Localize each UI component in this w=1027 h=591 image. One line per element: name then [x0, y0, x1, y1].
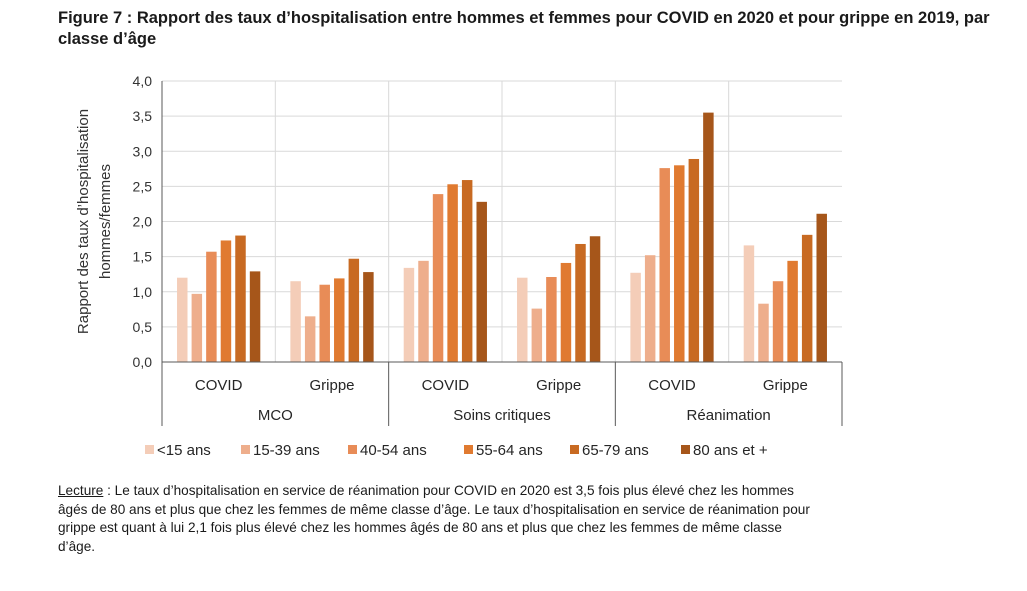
legend-swatch	[464, 445, 473, 454]
legend-swatch	[348, 445, 357, 454]
x-group-label: Soins critiques	[453, 407, 551, 424]
bar	[674, 165, 685, 362]
x-category-label: COVID	[648, 377, 696, 394]
bar	[191, 293, 203, 362]
bar	[206, 251, 217, 362]
bar	[575, 243, 586, 362]
bar	[758, 303, 769, 362]
y-axis-label-line: hommes/femmes	[97, 164, 114, 279]
y-tick-labels: 0,0 0,5 1,0 1,5 2,0 2,5 3,0 3,5 4,0	[133, 73, 153, 370]
note-text: : Le taux d’hospitalisation en service d…	[58, 483, 810, 554]
bar	[816, 213, 827, 362]
legend-swatch	[681, 445, 690, 454]
figure-title: Figure 7 : Rapport des taux d’hospitalis…	[58, 9, 990, 48]
bar	[517, 277, 528, 362]
bar	[560, 262, 572, 362]
y-tick-label: 3,5	[133, 108, 153, 124]
bar	[476, 201, 487, 362]
y-tick-label: 4,0	[133, 73, 153, 89]
legend-label: <15 ans	[157, 442, 211, 459]
bar	[304, 316, 316, 362]
axes	[161, 81, 843, 426]
x-category-labels: COVID Grippe MCO COVID Grippe Soins critiques…	[195, 377, 808, 424]
legend-swatch	[241, 445, 250, 454]
bar	[334, 278, 345, 362]
legend-swatch	[145, 445, 154, 454]
bar	[589, 236, 601, 362]
reading-note: Lecture : Le taux d’hospitalisation en s…	[58, 482, 818, 556]
bar	[177, 277, 188, 362]
y-tick-label: 0,5	[133, 319, 153, 335]
bar	[801, 234, 813, 362]
bar	[688, 158, 700, 362]
bar	[630, 272, 641, 362]
y-tick-label: 1,5	[133, 249, 153, 265]
bar	[787, 260, 798, 362]
bar	[290, 281, 301, 362]
bar	[546, 276, 557, 362]
y-tick-label: 2,5	[133, 178, 153, 194]
x-category-label: COVID	[422, 377, 470, 394]
y-tick-label: 3,0	[133, 143, 153, 159]
y-tick-label: 2,0	[133, 214, 153, 230]
bar	[403, 267, 415, 362]
bar	[363, 272, 374, 362]
y-axis-label: Rapport des taux d’hospitalisation hommes…	[75, 109, 114, 334]
x-group-label: MCO	[258, 407, 293, 424]
x-group-label: Réanimation	[687, 407, 771, 424]
legend-label: 80 ans et +	[693, 442, 768, 459]
bar	[235, 235, 246, 362]
bar-chart: 0,0 0,5 1,0 1,5 2,0 2,5 3,0 3,5 4,0 Rapport des …	[75, 73, 843, 459]
x-category-label: Grippe	[536, 377, 581, 394]
legend-label: 65-79 ans	[582, 442, 649, 459]
bar	[659, 168, 670, 362]
y-tick-label: 1,0	[133, 284, 153, 300]
bar	[249, 271, 261, 362]
note-lead: Lecture	[58, 483, 104, 498]
bar	[743, 245, 755, 362]
legend-label: 55-64 ans	[476, 442, 543, 459]
bar	[319, 284, 330, 362]
legend-swatch	[570, 445, 579, 454]
bar	[703, 112, 714, 362]
grid-lines	[162, 80, 842, 362]
bar	[531, 308, 543, 362]
y-axis-label-line: Rapport des taux d’hospitalisation	[75, 109, 92, 334]
legend-label: 15-39 ans	[253, 442, 320, 459]
bar	[432, 194, 444, 362]
x-category-label: Grippe	[763, 377, 808, 394]
bar	[418, 260, 429, 362]
x-category-label: COVID	[195, 377, 243, 394]
bar	[644, 255, 656, 362]
bar	[220, 240, 232, 362]
bar	[772, 281, 784, 362]
legend-label: 40-54 ans	[360, 442, 427, 459]
bar	[447, 184, 458, 362]
bar	[461, 180, 473, 362]
legend: <15 ans 15-39 ans 40-54 ans 55-64 ans 65-79 …	[145, 442, 768, 459]
x-category-label: Grippe	[309, 377, 354, 394]
bar	[348, 258, 360, 362]
y-tick-label: 0,0	[133, 354, 153, 370]
bars	[177, 112, 827, 362]
